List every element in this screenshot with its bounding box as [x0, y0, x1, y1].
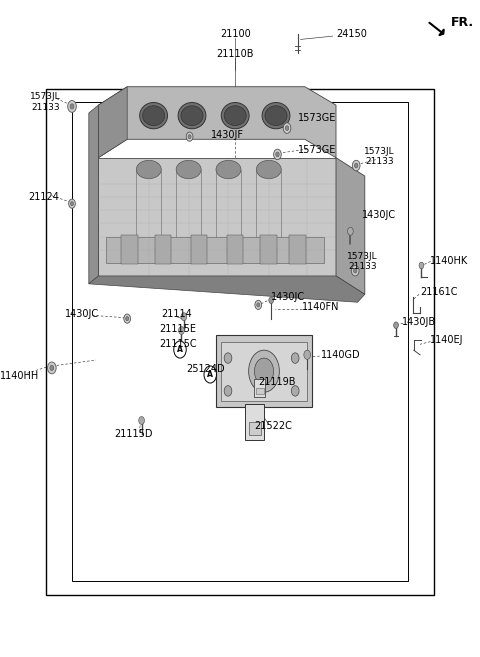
Circle shape	[269, 297, 274, 304]
Text: 1573JL
21133: 1573JL 21133	[30, 92, 61, 112]
Bar	[191, 235, 207, 264]
Polygon shape	[336, 158, 365, 294]
Ellipse shape	[224, 106, 246, 125]
Circle shape	[50, 365, 54, 371]
Bar	[106, 237, 324, 263]
Circle shape	[181, 313, 187, 321]
Circle shape	[174, 341, 186, 358]
Text: 1430JC: 1430JC	[362, 210, 396, 221]
Text: A: A	[177, 345, 183, 354]
Bar	[254, 379, 265, 397]
Circle shape	[352, 160, 360, 171]
Circle shape	[285, 125, 289, 131]
Bar	[221, 342, 307, 401]
Circle shape	[257, 303, 260, 307]
Ellipse shape	[136, 160, 161, 179]
Circle shape	[71, 202, 73, 206]
Circle shape	[351, 265, 359, 276]
Text: 21100: 21100	[220, 29, 251, 39]
Text: 1573GE: 1573GE	[298, 113, 336, 124]
Ellipse shape	[140, 102, 168, 129]
Text: 21161C: 21161C	[420, 287, 457, 298]
Circle shape	[186, 132, 193, 141]
Ellipse shape	[176, 160, 201, 179]
Circle shape	[419, 262, 424, 269]
Circle shape	[188, 135, 191, 139]
Text: 1140HH: 1140HH	[0, 371, 39, 381]
Bar	[249, 422, 261, 435]
Text: 21119B: 21119B	[259, 377, 296, 388]
Polygon shape	[89, 276, 365, 302]
Bar	[121, 235, 138, 264]
Ellipse shape	[216, 160, 241, 179]
Circle shape	[68, 101, 76, 112]
Circle shape	[139, 417, 144, 424]
Text: 1573JL
21133: 1573JL 21133	[347, 252, 378, 271]
Circle shape	[254, 358, 274, 384]
Text: 1140HK: 1140HK	[430, 256, 468, 267]
Circle shape	[304, 350, 311, 359]
Polygon shape	[89, 105, 98, 284]
Text: 1430JC: 1430JC	[64, 309, 99, 319]
Circle shape	[224, 386, 232, 396]
Polygon shape	[98, 158, 336, 276]
Text: 1140GD: 1140GD	[321, 350, 360, 360]
Text: 1430JB: 1430JB	[402, 317, 436, 327]
Circle shape	[283, 123, 291, 133]
Ellipse shape	[143, 106, 165, 125]
Circle shape	[348, 227, 353, 235]
Circle shape	[124, 314, 131, 323]
Bar	[260, 235, 277, 264]
Circle shape	[291, 353, 299, 363]
Text: 1573JL
21133: 1573JL 21133	[364, 147, 395, 166]
Bar	[216, 335, 312, 407]
Bar	[256, 388, 264, 394]
Text: 21110B: 21110B	[216, 49, 254, 59]
Ellipse shape	[256, 160, 281, 179]
Circle shape	[249, 350, 279, 392]
Circle shape	[276, 152, 279, 157]
Text: 1430JC: 1430JC	[271, 292, 305, 302]
Circle shape	[224, 353, 232, 363]
Ellipse shape	[178, 102, 206, 129]
Circle shape	[354, 163, 358, 168]
Bar	[46, 89, 434, 595]
Ellipse shape	[262, 102, 290, 129]
Text: 1430JF: 1430JF	[211, 129, 244, 140]
Text: 21115E: 21115E	[159, 323, 196, 334]
Polygon shape	[98, 87, 127, 158]
Text: A: A	[207, 370, 213, 379]
Bar	[289, 235, 306, 264]
Text: 21115D: 21115D	[114, 428, 153, 439]
Circle shape	[179, 327, 184, 334]
Circle shape	[394, 322, 398, 328]
Circle shape	[255, 300, 262, 309]
Bar	[72, 102, 408, 581]
Circle shape	[291, 386, 299, 396]
Text: 1573GE: 1573GE	[298, 145, 336, 155]
Ellipse shape	[181, 106, 203, 125]
Text: 24150: 24150	[336, 29, 367, 39]
Bar	[245, 404, 264, 440]
Polygon shape	[98, 87, 336, 158]
Text: 21114: 21114	[161, 309, 192, 319]
Circle shape	[353, 268, 357, 273]
Text: 21115C: 21115C	[159, 338, 196, 349]
Circle shape	[274, 149, 281, 160]
Circle shape	[126, 317, 129, 321]
Circle shape	[69, 199, 75, 208]
Text: 1140FN: 1140FN	[302, 302, 340, 312]
Circle shape	[48, 362, 56, 374]
Text: 1140EJ: 1140EJ	[430, 335, 463, 346]
Bar	[155, 235, 171, 264]
Text: 21124: 21124	[28, 192, 59, 202]
Ellipse shape	[221, 102, 249, 129]
Circle shape	[70, 104, 74, 109]
Bar	[227, 235, 243, 264]
Text: FR.: FR.	[451, 16, 474, 30]
Circle shape	[204, 366, 216, 383]
Ellipse shape	[265, 106, 287, 125]
Text: 25124D: 25124D	[186, 364, 225, 374]
Text: 21522C: 21522C	[255, 420, 292, 431]
